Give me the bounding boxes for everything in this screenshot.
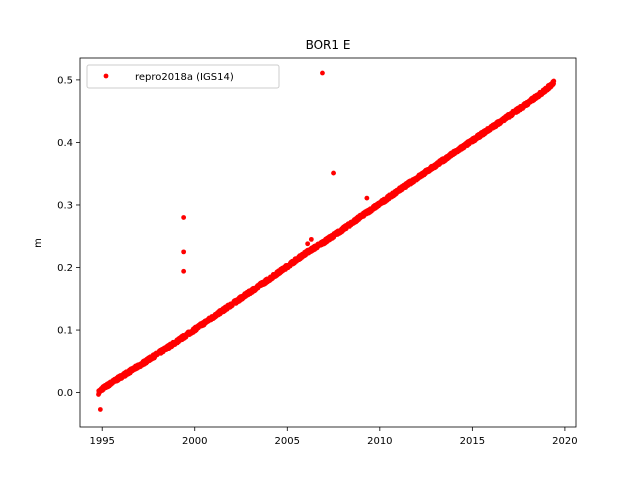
legend-label: repro2018a (IGS14) [135, 72, 234, 83]
y-tick-label: 0.5 [57, 75, 73, 86]
outlier-point [305, 241, 311, 247]
outlier-point [181, 268, 187, 274]
y-tick-label: 0.2 [57, 263, 73, 274]
outlier-point [364, 195, 370, 201]
y-tick-label: 0.3 [57, 200, 73, 211]
outlier-point [320, 70, 325, 76]
outlier-point [97, 407, 103, 412]
x-tick-label: 1995 [89, 436, 114, 447]
legend-marker [103, 73, 109, 79]
x-tick-label: 2000 [182, 436, 207, 447]
x-tick-label: 2010 [367, 436, 392, 447]
y-tick-label: 0.1 [57, 326, 73, 337]
y-axis-label: m [33, 238, 44, 248]
legend: repro2018a (IGS14) [86, 64, 280, 89]
y-axis-ticks: 0.0 0.1 0.2 0.3 0.4 0.5 [57, 75, 80, 399]
chart-title: BOR1 E [306, 38, 351, 52]
y-tick-label: 0.4 [57, 138, 73, 149]
x-tick-label: 2020 [552, 436, 577, 447]
outlier-point [181, 215, 187, 220]
x-tick-label: 2015 [460, 436, 485, 447]
data-point [551, 78, 557, 84]
x-tick-label: 2005 [275, 436, 300, 447]
outlier-point [331, 170, 336, 176]
legend-box [86, 64, 280, 89]
x-axis-ticks: 1995 2000 2005 2010 2015 2020 [89, 427, 578, 447]
outlier-point [308, 236, 314, 242]
y-tick-label: 0.0 [57, 388, 73, 399]
outlier-point [181, 249, 187, 255]
plot-frame [79, 57, 577, 428]
data-points [96, 70, 557, 412]
